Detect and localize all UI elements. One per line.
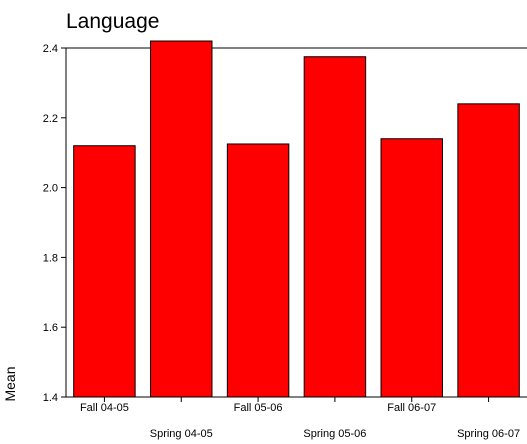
y-axis-label: Mean <box>2 366 18 401</box>
x-tick-label: Fall 06-07 <box>387 402 436 414</box>
bar-fall-05-06 <box>226 143 290 398</box>
y-tick-label: 1.4 <box>43 392 58 404</box>
y-tick-label: 1.8 <box>43 252 58 264</box>
x-tick-label: Spring 04-05 <box>150 428 213 440</box>
y-axis-ticks: 1.4 1.6 1.8 2.0 2.2 2.4 <box>43 43 66 404</box>
y-tick-label: 2.0 <box>43 183 58 195</box>
bars-group <box>73 40 520 398</box>
bar-spring-06-07 <box>457 103 520 398</box>
bar-spring-04-05 <box>150 40 213 398</box>
y-tick-label: 1.6 <box>43 322 58 334</box>
bar-spring-05-06 <box>303 56 367 398</box>
x-tick-label: Spring 06-07 <box>457 428 520 440</box>
x-tick-label: Fall 04-05 <box>80 402 129 414</box>
chart-title: Language <box>66 10 159 33</box>
x-tick-label: Fall 05-06 <box>234 402 283 414</box>
y-tick-label: 2.4 <box>43 43 58 55</box>
x-tick-label: Spring 05-06 <box>303 428 366 440</box>
x-axis-ticks: Fall 04-05 Spring 04-05 Fall 05-06 Spring 0… <box>80 397 520 440</box>
bar-fall-06-07 <box>380 138 443 398</box>
y-tick-label: 2.2 <box>43 113 58 125</box>
bar-fall-04-05 <box>73 145 136 398</box>
